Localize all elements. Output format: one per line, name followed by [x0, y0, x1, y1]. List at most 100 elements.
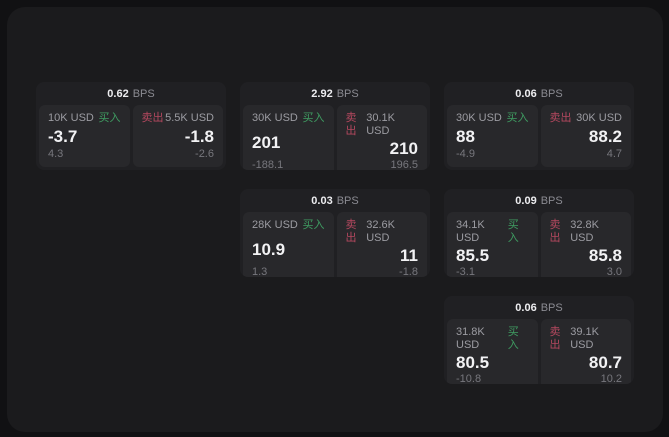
quote-card: 0.06 BPS 30K USD 买入 88 -4.9 卖出 30K USD — [444, 82, 634, 170]
buy-price: 201 — [252, 132, 281, 152]
sell-side-label: 卖出 — [345, 219, 357, 244]
bps-value: 0.06 — [515, 301, 537, 314]
sell-change: -1.8 — [399, 266, 418, 277]
sell-side-label: 卖出 — [549, 219, 561, 244]
sell-cell[interactable]: 卖出 32.6K USD 11 -1.8 — [336, 212, 427, 277]
buy-price: 88 — [456, 127, 475, 146]
sell-cell[interactable]: 卖出 30.1K USD 210 196.5 — [336, 105, 427, 170]
buy-side-label: 买入 — [98, 112, 121, 124]
buy-price: 85.5 — [456, 246, 490, 265]
buy-cell-top: 30K USD 买入 — [456, 112, 529, 125]
sell-side-label: 卖出 — [141, 112, 164, 124]
quote-card: 0.09 BPS 34.1K USD 买入 85.5 -3.1 卖出 32.8K… — [444, 189, 634, 277]
bps-suffix: BPS — [540, 194, 563, 207]
sell-change: 10.2 — [600, 373, 622, 384]
quote-card: 0.03 BPS 28K USD 买入 10.9 1.3 卖出 32.6K US… — [240, 189, 430, 277]
sell-price: 88.2 — [588, 127, 622, 146]
buy-cell-top: 30K USD 买入 — [252, 112, 325, 125]
card-body: 30K USD 买入 88 -4.9 卖出 30K USD 88.2 4.7 — [447, 105, 631, 167]
sell-amount: 32.8K USD — [570, 219, 599, 244]
bps-value: 0.09 — [515, 194, 537, 207]
card-body: 10K USD 买入 -3.7 4.3 卖出 5.5K USD -1.8 -2.… — [39, 105, 223, 167]
card-body: 31.8K USD 买入 80.5 -10.8 卖出 39.1K USD 80.… — [447, 319, 631, 384]
quote-card: 2.92 BPS 30K USD 买入 201 -188.1 卖出 30.1K … — [240, 82, 430, 170]
bps-suffix: BPS — [336, 194, 359, 207]
buy-price: -3.7 — [48, 127, 78, 146]
sell-amount: 32.6K USD — [366, 219, 395, 244]
buy-amount: 30K USD — [456, 112, 502, 124]
buy-change: -188.1 — [252, 159, 284, 170]
buy-change: 1.3 — [252, 266, 268, 277]
bps-value: 0.06 — [515, 87, 537, 100]
sell-amount: 30K USD — [576, 112, 622, 124]
buy-cell[interactable]: 31.8K USD 买入 80.5 -10.8 — [447, 319, 538, 384]
sell-amount: 39.1K USD — [570, 326, 599, 351]
buy-cell[interactable]: 30K USD 买入 201 -188.1 — [243, 105, 334, 170]
card-header: 0.62 BPS — [36, 82, 226, 105]
sell-cell-top: 卖出 32.8K USD — [550, 219, 623, 245]
sell-amount: 5.5K USD — [165, 112, 214, 124]
card-body: 28K USD 买入 10.9 1.3 卖出 32.6K USD 11 -1.8 — [243, 212, 427, 277]
sell-change: -2.6 — [195, 148, 214, 160]
sell-change: 4.7 — [606, 148, 622, 160]
sell-cell-top: 卖出 5.5K USD — [142, 112, 215, 125]
buy-cell[interactable]: 34.1K USD 买入 85.5 -3.1 — [447, 212, 538, 277]
card-header: 2.92 BPS — [240, 82, 430, 105]
card-body: 34.1K USD 买入 85.5 -3.1 卖出 32.8K USD 85.8… — [447, 212, 631, 277]
buy-price: 80.5 — [456, 353, 490, 372]
buy-cell-top: 31.8K USD 买入 — [456, 326, 529, 352]
sell-change: 196.5 — [390, 159, 418, 170]
buy-amount: 31.8K USD — [456, 326, 485, 351]
quote-card: 0.06 BPS 31.8K USD 买入 80.5 -10.8 卖出 39.1… — [444, 296, 634, 384]
sell-cell[interactable]: 卖出 39.1K USD 80.7 10.2 — [540, 319, 631, 384]
card-header: 0.06 BPS — [444, 296, 634, 319]
buy-cell[interactable]: 28K USD 买入 10.9 1.3 — [243, 212, 334, 277]
sell-price: -1.8 — [184, 127, 214, 146]
buy-side-label: 买入 — [507, 326, 519, 351]
buy-cell[interactable]: 10K USD 买入 -3.7 4.3 — [39, 105, 130, 167]
sell-side-label: 卖出 — [549, 326, 561, 351]
buy-cell-top: 10K USD 买入 — [48, 112, 121, 125]
bps-suffix: BPS — [336, 87, 359, 100]
buy-cell-top: 28K USD 买入 — [252, 219, 325, 232]
bps-value: 0.62 — [107, 87, 129, 100]
buy-change: 4.3 — [48, 148, 64, 160]
buy-side-label: 买入 — [506, 112, 529, 124]
buy-side-label: 买入 — [302, 219, 325, 231]
sell-cell[interactable]: 卖出 32.8K USD 85.8 3.0 — [540, 212, 631, 277]
buy-change: -3.1 — [456, 266, 475, 277]
quote-grid: 0.62 BPS 10K USD 买入 -3.7 4.3 卖出 5.5K USD — [36, 82, 634, 384]
card-header: 0.06 BPS — [444, 82, 634, 105]
buy-change: -4.9 — [456, 148, 475, 160]
sell-cell-top: 卖出 32.6K USD — [346, 219, 419, 245]
buy-price: 10.9 — [252, 239, 286, 259]
sell-side-label: 卖出 — [345, 112, 357, 137]
sell-cell[interactable]: 卖出 5.5K USD -1.8 -2.6 — [132, 105, 223, 167]
bps-value: 2.92 — [311, 87, 333, 100]
sell-price: 80.7 — [588, 353, 622, 372]
sell-cell[interactable]: 卖出 30K USD 88.2 4.7 — [540, 105, 631, 167]
buy-amount: 28K USD — [252, 219, 298, 231]
sell-cell-top: 卖出 39.1K USD — [550, 326, 623, 352]
buy-side-label: 买入 — [302, 112, 325, 124]
card-header: 0.09 BPS — [444, 189, 634, 212]
sell-price: 210 — [389, 139, 418, 158]
quote-card: 0.62 BPS 10K USD 买入 -3.7 4.3 卖出 5.5K USD — [36, 82, 226, 170]
buy-cell[interactable]: 30K USD 买入 88 -4.9 — [447, 105, 538, 167]
sell-change: 3.0 — [606, 266, 622, 277]
sell-amount: 30.1K USD — [366, 112, 395, 137]
buy-amount: 34.1K USD — [456, 219, 485, 244]
buy-change: -10.8 — [456, 373, 482, 384]
bps-suffix: BPS — [132, 87, 155, 100]
buy-amount: 30K USD — [252, 112, 298, 124]
sell-cell-top: 卖出 30K USD — [550, 112, 623, 125]
bps-value: 0.03 — [311, 194, 333, 207]
sell-cell-top: 卖出 30.1K USD — [346, 112, 419, 138]
sell-price: 11 — [400, 246, 418, 265]
main-panel: 0.62 BPS 10K USD 买入 -3.7 4.3 卖出 5.5K USD — [7, 7, 663, 432]
buy-side-label: 买入 — [507, 219, 519, 244]
card-header: 0.03 BPS — [240, 189, 430, 212]
buy-amount: 10K USD — [48, 112, 94, 124]
card-body: 30K USD 买入 201 -188.1 卖出 30.1K USD 210 1… — [243, 105, 427, 170]
sell-price: 85.8 — [588, 246, 622, 265]
